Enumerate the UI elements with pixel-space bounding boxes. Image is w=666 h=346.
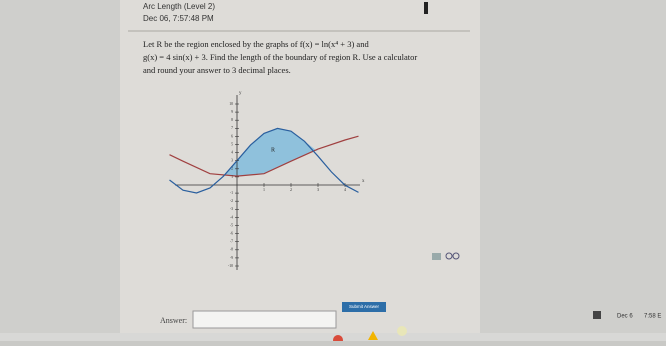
x-tick-label: 3 — [317, 187, 319, 192]
x-tick-label: 1 — [263, 187, 265, 192]
y-axis-label: y — [239, 91, 242, 96]
y-tick-label: -4 — [230, 215, 233, 219]
icon — [432, 253, 441, 260]
y-tick-label: 10 — [229, 102, 233, 106]
y-tick-label: -7 — [230, 240, 233, 244]
y-tick-label: 5 — [231, 142, 233, 146]
y-tick-label: 9 — [231, 110, 233, 114]
scroll-marker — [424, 2, 428, 14]
x-tick-label: 2 — [290, 187, 292, 192]
y-tick-label: 7 — [231, 126, 233, 130]
graph: 10 9 8 7 6 5 4 3 2 1 -1 -2 -3 -4 -5 -6 -7 -8 -9 -10 1 2 3 4 x y R — [169, 91, 365, 270]
submit-button-label: Submit Answer — [349, 304, 380, 309]
question-line: and round your answer to 3 decimal place… — [143, 65, 291, 75]
taskbar-icon — [368, 331, 378, 340]
taskbar-icon — [397, 326, 407, 336]
taskbar — [0, 333, 666, 341]
y-tick-label: -10 — [228, 264, 233, 268]
y-tick-label: -9 — [230, 256, 233, 260]
question-line: Let R be the region enclosed by the grap… — [143, 39, 369, 49]
title: Arc Length (Level 2) — [143, 2, 215, 11]
y-tick-label: -2 — [230, 199, 233, 203]
x-axis-label: x — [362, 179, 365, 184]
y-tick-label: -1 — [230, 191, 233, 195]
content-panel — [120, 0, 480, 341]
region-label: R — [271, 147, 275, 153]
answer-label: Answer: — [160, 316, 187, 325]
y-tick-label: -8 — [230, 248, 233, 252]
taskbar-time: 7:58 E — [644, 314, 661, 320]
icon — [452, 252, 460, 260]
answer-input[interactable] — [192, 310, 337, 329]
y-tick-label: -6 — [230, 231, 233, 235]
y-tick-label: -3 — [230, 207, 233, 211]
y-tick-label: 8 — [231, 118, 233, 122]
curve-g — [169, 127, 359, 194]
region-shading — [222, 128, 318, 177]
y-tick-label: 2 — [231, 167, 233, 171]
tray-icon — [593, 311, 601, 319]
date: Dec 06, 7:57:48 PM — [143, 14, 214, 23]
y-tick-label: 4 — [231, 150, 233, 154]
taskbar-date: Dec 6 — [617, 314, 633, 320]
curve-f — [169, 135, 359, 177]
x-tick-label: 4 — [344, 187, 346, 192]
y-tick-label: 1 — [231, 175, 233, 179]
y-tick-label: 6 — [231, 134, 233, 138]
submit-button[interactable] — [342, 302, 386, 312]
y-tick-label: -5 — [230, 223, 233, 227]
y-tick-label: 3 — [231, 159, 233, 163]
question-line: g(x) = 4 sin(x) + 3. Find the length of … — [143, 52, 417, 62]
icon — [445, 252, 453, 260]
